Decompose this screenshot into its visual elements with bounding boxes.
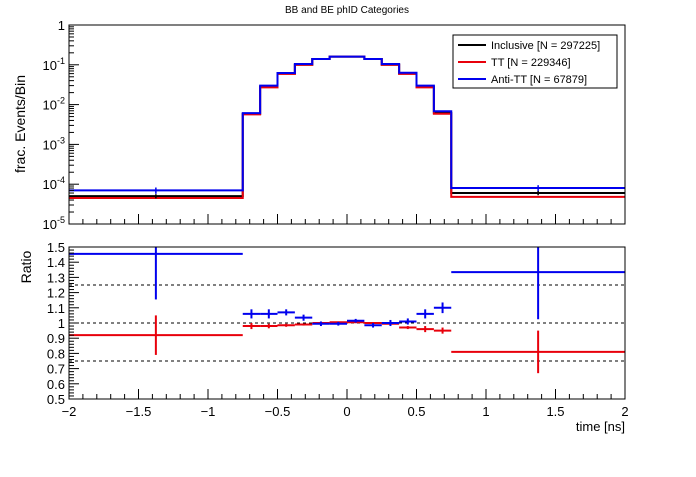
- ratio-y-tick-label: 0.7: [47, 362, 65, 377]
- ratio-y-tick-label: 0.9: [47, 331, 65, 346]
- ratio-point-tt: [399, 326, 417, 330]
- ratio-point-tt: [416, 326, 434, 333]
- top-x-ticks: [68, 214, 626, 224]
- ratio-point-anti-tt: [277, 309, 295, 316]
- x-tick-label: −2: [62, 404, 77, 419]
- top-y-axis: 10-5 10-4 10-3 10-2 10-1 1: [43, 18, 79, 232]
- top-y-tick-label: 10-2: [43, 96, 65, 113]
- ratio-point-anti-tt: [364, 323, 382, 328]
- ratio-y-tick-label: 0.6: [47, 377, 65, 392]
- ratio-point-tt: [69, 315, 243, 355]
- legend-label-tt: TT [N = 229346]: [491, 57, 571, 69]
- x-tick-label: 1.5: [546, 404, 564, 419]
- histogram-series: [69, 55, 625, 199]
- ratio-y-tick-label: 1.4: [47, 255, 65, 270]
- ratio-y-tick-label: 1.5: [47, 240, 65, 255]
- ratio-panel: 0.50.60.70.80.911.11.21.31.41.5 −2 −1.5 −1…: [18, 240, 629, 434]
- ratio-point-anti-tt: [433, 302, 452, 314]
- top-y-tick-label: 10-5: [43, 215, 65, 232]
- ratio-point-anti-tt: [294, 314, 313, 321]
- legend-label-anti-tt: Anti-TT [N = 67879]: [491, 74, 587, 86]
- ratio-y-tick-label: 0.5: [47, 392, 65, 407]
- x-tick-label: 0: [343, 404, 350, 419]
- x-tick-label: −1.5: [126, 404, 152, 419]
- ratio-point-anti-tt: [69, 247, 243, 300]
- histogram-anti-tt: [69, 55, 625, 192]
- x-tick-label: 1: [482, 404, 489, 419]
- ratio-point-tt: [277, 323, 295, 327]
- ratio-point-tt: [433, 327, 452, 334]
- ratio-y-tick-label: 1.1: [47, 301, 65, 316]
- top-panel: 10-5 10-4 10-3 10-2 10-1 1 frac. Events/Bin I…: [12, 18, 626, 232]
- x-tick-label: −1: [201, 404, 216, 419]
- top-y-tick-label: 10-4: [43, 175, 65, 192]
- x-tick-label: 0.5: [407, 404, 425, 419]
- legend: Inclusive [N = 297225] TT [N = 229346] A…: [452, 34, 618, 89]
- top-y-tick-label: 1: [58, 18, 65, 33]
- ratio-y-tick-label: 1.2: [47, 286, 65, 301]
- ratio-point-anti-tt: [260, 309, 278, 319]
- top-y-tick-label: 10-3: [43, 135, 65, 152]
- x-tick-label: 2: [621, 404, 628, 419]
- ratio-point-tt: [260, 323, 278, 329]
- x-tick-label: −0.5: [265, 404, 291, 419]
- ratio-y-tick-label: 1.3: [47, 270, 65, 285]
- x-axis-label: time [ns]: [576, 419, 625, 434]
- ratio-point-tt: [451, 330, 625, 374]
- chart-title: BB and BE phID Categories: [285, 5, 409, 16]
- ratio-point-anti-tt: [312, 321, 330, 327]
- ratio-y-axis-label: Ratio: [18, 250, 34, 283]
- ratio-point-anti-tt: [242, 309, 261, 319]
- ratio-point-tt: [242, 323, 261, 330]
- legend-label-inclusive: Inclusive [N = 297225]: [491, 40, 600, 52]
- ratio-y-axis: 0.50.60.70.80.911.11.21.31.41.5: [47, 240, 79, 407]
- ratio-y-tick-label: 1: [58, 316, 65, 331]
- top-y-axis-label: frac. Events/Bin: [12, 75, 28, 173]
- ratio-point-anti-tt: [416, 309, 434, 319]
- top-y-tick-label: 10-1: [43, 56, 65, 73]
- ratio-point-anti-tt: [399, 318, 417, 325]
- ratio-point-tt: [294, 323, 313, 326]
- ratio-point-anti-tt: [329, 321, 347, 326]
- ratio-point-anti-tt: [451, 247, 625, 320]
- histogram-error-bars: [155, 185, 539, 199]
- ratio-y-tick-label: 0.8: [47, 346, 65, 361]
- ratio-x-axis: −2 −1.5 −1 −0.5 0 0.5 1 1.5 2: [62, 389, 629, 419]
- ratio-point-anti-tt: [381, 319, 400, 327]
- ratio-point-anti-tt: [347, 318, 365, 323]
- ratio-series: [69, 247, 625, 374]
